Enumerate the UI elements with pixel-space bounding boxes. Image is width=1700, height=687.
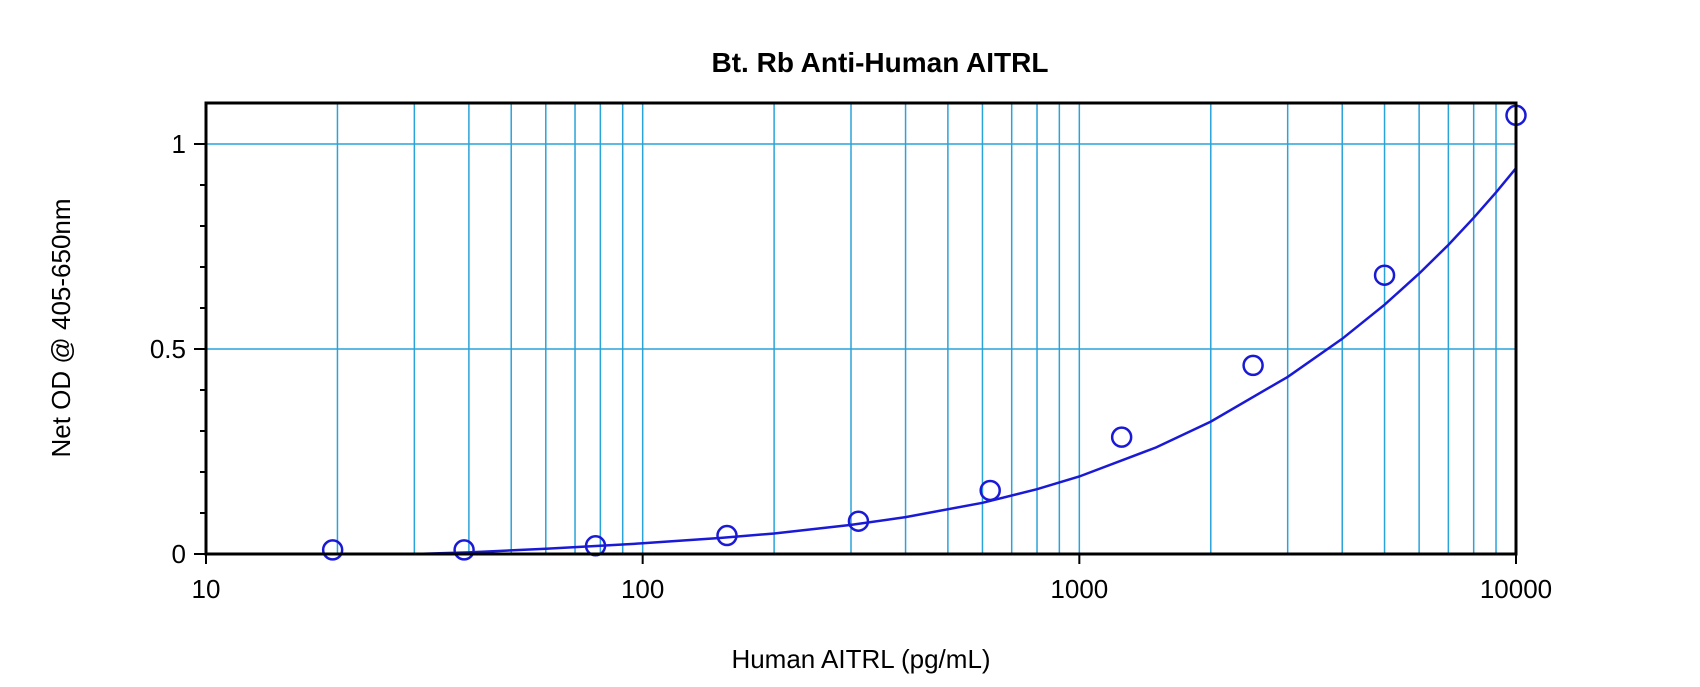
axes: 10 100 1000 10000 0 0.5 1 [150, 129, 1552, 604]
plot-frame [204, 101, 1518, 556]
chart-title: Bt. Rb Anti-Human AITRL [712, 47, 1049, 78]
grid-lines [206, 103, 1516, 554]
x-axis-label: Human AITRL (pg/mL) [731, 644, 990, 674]
data-points [321, 104, 1527, 561]
y-tick-label: 1 [172, 129, 186, 159]
data-point [1242, 354, 1264, 377]
data-point [979, 479, 1001, 502]
data-point [847, 510, 870, 532]
fit-curve [414, 167, 1517, 556]
x-tick-label: 10000 [1480, 574, 1552, 604]
y-tick-label: 0.5 [150, 334, 186, 364]
data-point [716, 524, 738, 547]
y-tick-label: 0 [172, 539, 186, 569]
x-tick-label: 1000 [1050, 574, 1108, 604]
y-axis-label: Net OD @ 405-650nm [46, 198, 76, 457]
data-point [1110, 426, 1133, 448]
x-tick-label: 100 [621, 574, 664, 604]
x-tick-label: 10 [192, 574, 221, 604]
fit-curve-layer [414, 167, 1517, 556]
data-point [1373, 264, 1396, 286]
data-point [321, 539, 344, 561]
data-point [453, 539, 475, 561]
